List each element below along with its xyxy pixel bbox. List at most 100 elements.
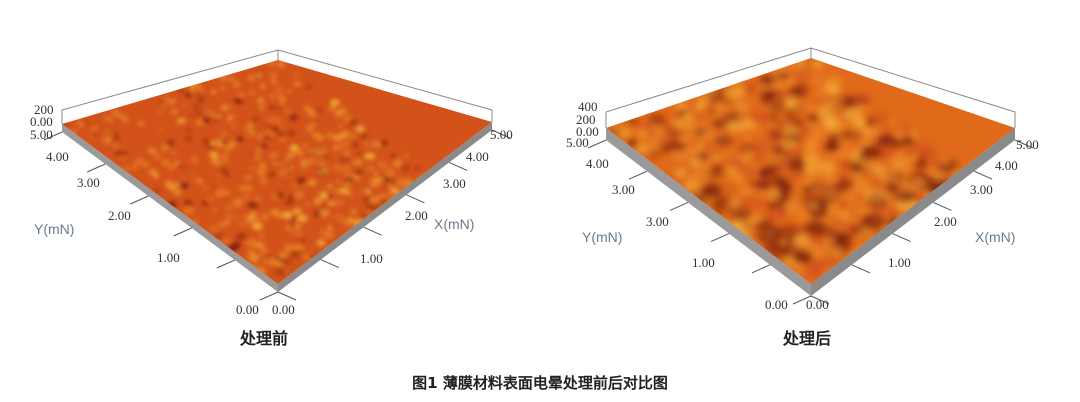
surface-grain xyxy=(226,119,232,123)
surface-grain xyxy=(328,191,337,197)
surface-grain xyxy=(89,127,96,132)
surface-grain xyxy=(339,155,350,163)
surface-grain xyxy=(370,184,378,190)
surface-grain xyxy=(342,115,353,122)
surface-grain xyxy=(871,164,887,176)
surface-grain xyxy=(199,209,207,215)
surface-grain xyxy=(137,120,145,126)
axis-tick-mark xyxy=(491,129,511,139)
surface-grain xyxy=(185,176,191,180)
axis-tick-mark xyxy=(973,170,993,180)
surface-grain xyxy=(195,84,203,89)
surface-grain xyxy=(238,185,246,191)
surface-grain xyxy=(100,111,107,116)
surface-grain xyxy=(400,223,412,232)
surface-grain xyxy=(784,96,801,108)
surface-grain xyxy=(177,87,184,92)
surface-grain xyxy=(839,129,853,140)
surface-grain xyxy=(232,110,239,115)
surface-grain xyxy=(673,150,691,163)
surface-grain xyxy=(277,192,285,198)
surface-grain xyxy=(801,176,814,186)
surface-grain xyxy=(338,254,347,261)
surface-grain xyxy=(221,131,227,135)
surface-grain xyxy=(236,219,245,225)
surface-grain xyxy=(270,209,281,216)
surface-grain xyxy=(359,179,371,187)
surface-grain xyxy=(401,162,406,166)
surface-grain xyxy=(917,226,934,238)
surface-grain xyxy=(347,246,352,251)
surface-grain xyxy=(905,224,919,235)
surface-grain xyxy=(327,200,336,207)
surface-grain xyxy=(160,171,166,175)
surface-grain xyxy=(219,144,224,148)
surface-grain xyxy=(323,98,331,105)
surface-grain xyxy=(247,117,254,122)
surface-grain xyxy=(711,154,723,163)
plot-before xyxy=(61,49,493,292)
surface-grain xyxy=(372,141,382,148)
surface-grain xyxy=(714,142,728,152)
surface-grain xyxy=(302,143,308,147)
surface-grain xyxy=(142,131,151,138)
surface-grain xyxy=(364,165,371,170)
surface-grain xyxy=(255,69,263,74)
surface-grain xyxy=(288,194,294,199)
surface-grain xyxy=(410,229,419,235)
surface-grain xyxy=(777,71,789,80)
surface-grain xyxy=(275,119,281,124)
surface-grain xyxy=(179,182,189,189)
axis-tick-mark xyxy=(363,226,382,236)
surface-grain xyxy=(833,219,852,233)
surface-grain xyxy=(729,206,752,222)
x-tick: 2.00 xyxy=(405,208,428,223)
surface-grain xyxy=(293,73,301,79)
surface-grain xyxy=(326,132,335,139)
surface-grain xyxy=(361,243,372,251)
surface-grain xyxy=(293,140,301,146)
surface-grain xyxy=(387,158,398,166)
surface-grain xyxy=(286,152,295,159)
surface-grain xyxy=(289,249,302,258)
surface-grain xyxy=(190,181,199,188)
surface-grain xyxy=(647,150,660,159)
surface-grain xyxy=(224,172,230,176)
surface-grain xyxy=(760,230,782,246)
surface-grain xyxy=(694,112,706,120)
surface-grain xyxy=(384,144,395,152)
surface-grain xyxy=(307,125,314,130)
surface-grain xyxy=(194,88,200,93)
surface-grain xyxy=(142,113,148,118)
surface-grain xyxy=(225,144,233,150)
surface-grain xyxy=(673,168,687,178)
surface-grain xyxy=(368,196,380,204)
surface-grain xyxy=(237,212,249,221)
surface-grain xyxy=(120,132,125,136)
surface-grain xyxy=(333,196,344,203)
surface-grain xyxy=(149,148,157,155)
surface-grain xyxy=(294,82,300,86)
surface-grain xyxy=(318,209,330,217)
surface-grain xyxy=(285,108,292,113)
surface-grain xyxy=(317,146,326,152)
surface-grain xyxy=(165,139,175,146)
surface-grain xyxy=(836,177,855,191)
surface-grain xyxy=(126,122,135,129)
surface-grain xyxy=(982,213,999,225)
surface-grain xyxy=(258,63,264,67)
surface-grain xyxy=(170,150,177,155)
surface-grain xyxy=(413,225,424,234)
surface-grain xyxy=(262,156,267,160)
surface-grain xyxy=(243,185,253,192)
surface-grain xyxy=(390,242,398,248)
surface-grain xyxy=(113,144,119,149)
surface-top xyxy=(62,60,492,284)
surface-grain xyxy=(386,209,399,218)
surface-grain xyxy=(276,261,283,266)
surface-grain xyxy=(654,126,667,136)
surface-grain xyxy=(418,229,429,236)
surface-grain xyxy=(356,230,368,239)
surface-grain xyxy=(278,137,287,143)
surface-grain xyxy=(897,241,909,249)
